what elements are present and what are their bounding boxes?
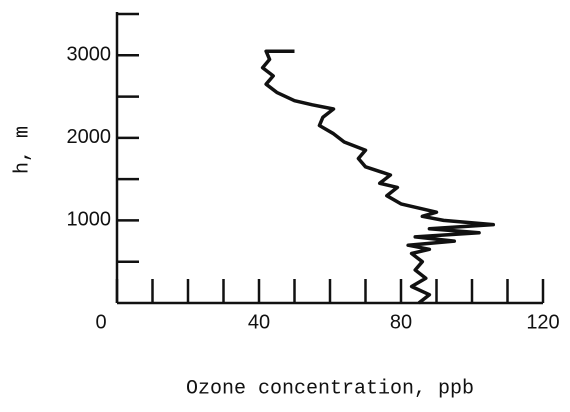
x-tick-label: 40 (248, 311, 270, 333)
x-tick-label: 80 (390, 311, 412, 333)
x-tick-label: 0 (95, 311, 106, 333)
x-axis-label: Ozone concentration, ppb (186, 377, 474, 400)
y-tick-label: 3000 (67, 44, 112, 66)
x-tick-label: 120 (526, 311, 559, 333)
profile-line (260, 49, 496, 305)
y-tick-label: 1000 (67, 209, 112, 231)
y-axis-label: h, m (11, 126, 34, 174)
y-tick-label: 2000 (67, 126, 112, 148)
